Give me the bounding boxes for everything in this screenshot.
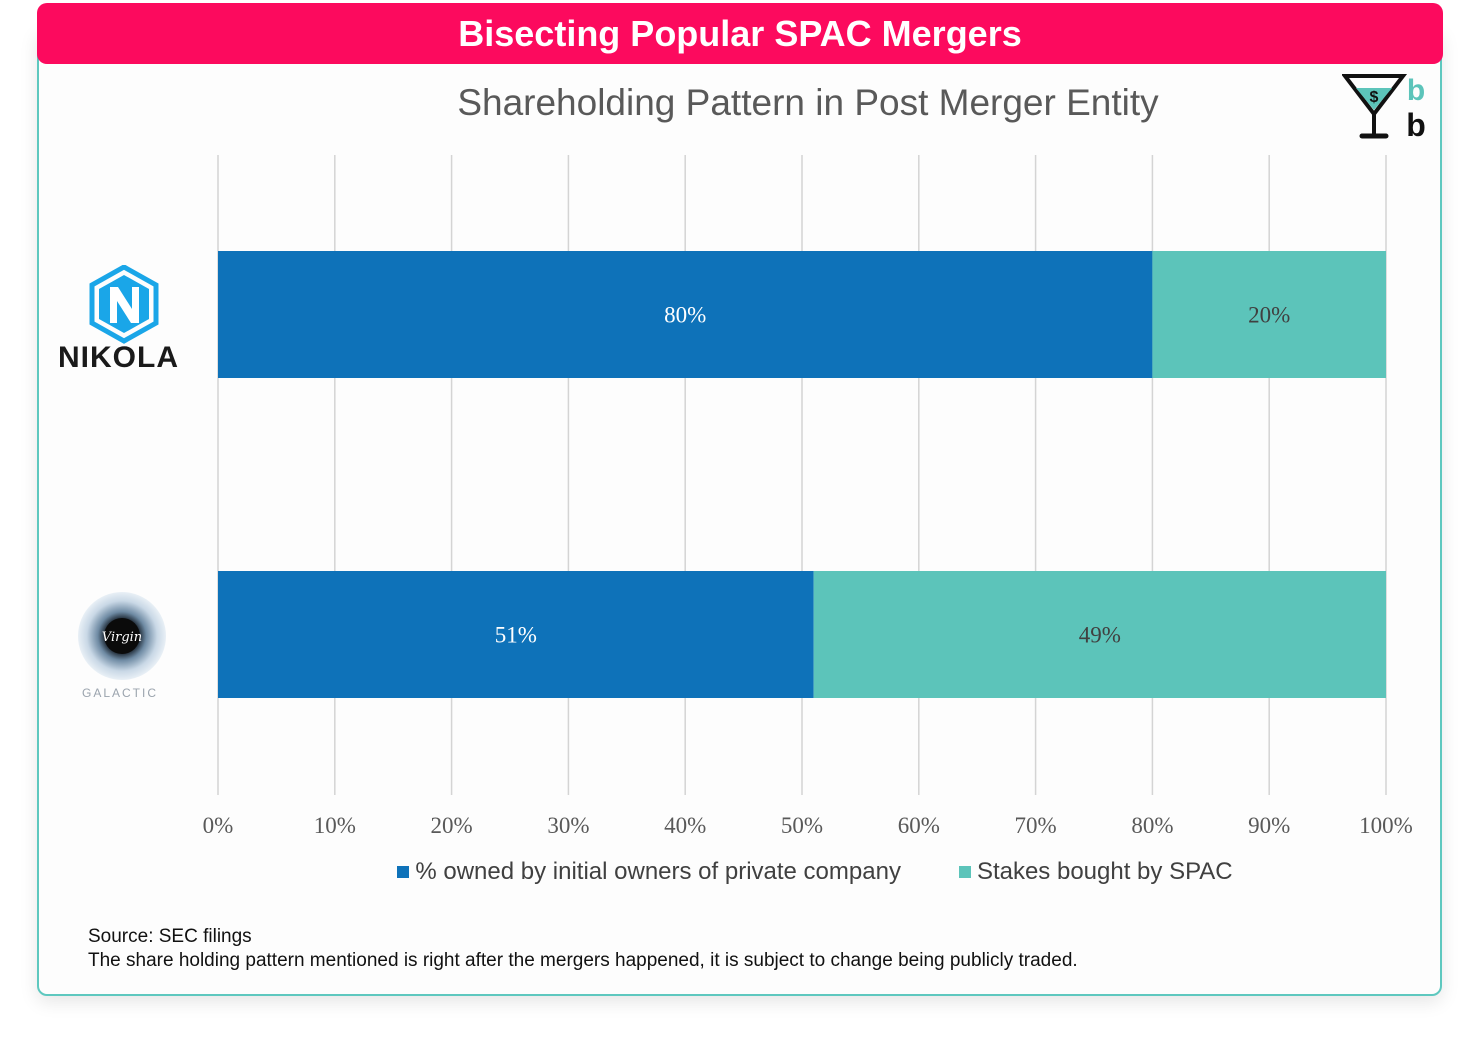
legend-label-initial-owners: % owned by initial owners of private com… [415, 858, 901, 885]
legend-item-spac: Stakes bought by SPAC [958, 858, 1233, 886]
brand-letter-bottom: b [1406, 107, 1426, 143]
bars: 80% 20% 51% 49% [218, 251, 1386, 698]
virgin-text: Virgin [102, 630, 142, 645]
footer-notes: Source: SEC filings The share holding pa… [88, 925, 1078, 973]
bar-segment [813, 571, 1386, 698]
virgin-galactic-logo: Virgin GALACTIC [72, 590, 182, 705]
nikola-logo: NIKOLA [58, 265, 193, 375]
bar-segment [1152, 251, 1386, 378]
x-tick-label: 40% [664, 813, 706, 838]
x-tick-label: 0% [203, 813, 234, 838]
source-note: Source: SEC filings [88, 926, 252, 947]
legend-item-initial-owners: % owned by initial owners of private com… [397, 858, 901, 886]
x-tick-labels: 0% 10% 20% 30% 40% 50% 60% 70% 80% 90% 100% [203, 813, 1413, 838]
x-tick-label: 20% [431, 813, 473, 838]
x-tick-label: 60% [898, 813, 940, 838]
disclaimer-note: The share holding pattern mentioned is r… [88, 950, 1078, 971]
bar-segment [218, 571, 814, 698]
svg-text:$: $ [1370, 89, 1379, 106]
x-tick-label: 30% [547, 813, 589, 838]
x-tick-label: 100% [1359, 813, 1413, 838]
brand-letter-top: b [1407, 74, 1425, 107]
legend: % owned by initial owners of private com… [0, 858, 1480, 886]
chart-title: Shareholding Pattern in Post Merger Enti… [457, 82, 1159, 123]
banner-title: Bisecting Popular SPAC Mergers [37, 3, 1443, 64]
nikola-wordmark: NIKOLA [58, 341, 179, 374]
legend-swatch-initial-owners [397, 866, 410, 878]
chart-card [37, 28, 1442, 996]
x-tick-label: 10% [314, 813, 356, 838]
bar-data-label: 49% [1079, 623, 1121, 648]
galactic-wordmark: GALACTIC [82, 686, 159, 700]
nikola-hexagon-icon [89, 265, 159, 344]
bar-data-label: 80% [664, 303, 706, 328]
x-tick-label: 50% [781, 813, 823, 838]
legend-swatch-spac [958, 866, 971, 878]
brand-logo: $ b b [1340, 72, 1432, 149]
bar-data-label: 20% [1248, 303, 1290, 328]
x-tick-label: 80% [1131, 813, 1173, 838]
x-tick-label: 90% [1248, 813, 1290, 838]
x-tick-label: 70% [1015, 813, 1057, 838]
virgin-galactic-eye-icon: Virgin [78, 592, 166, 680]
martini-glass-dollar-icon: $ b b [1340, 74, 1426, 143]
bar-data-label: 51% [495, 623, 537, 648]
bar-segment [218, 251, 1153, 378]
legend-label-spac: Stakes bought by SPAC [976, 858, 1233, 885]
